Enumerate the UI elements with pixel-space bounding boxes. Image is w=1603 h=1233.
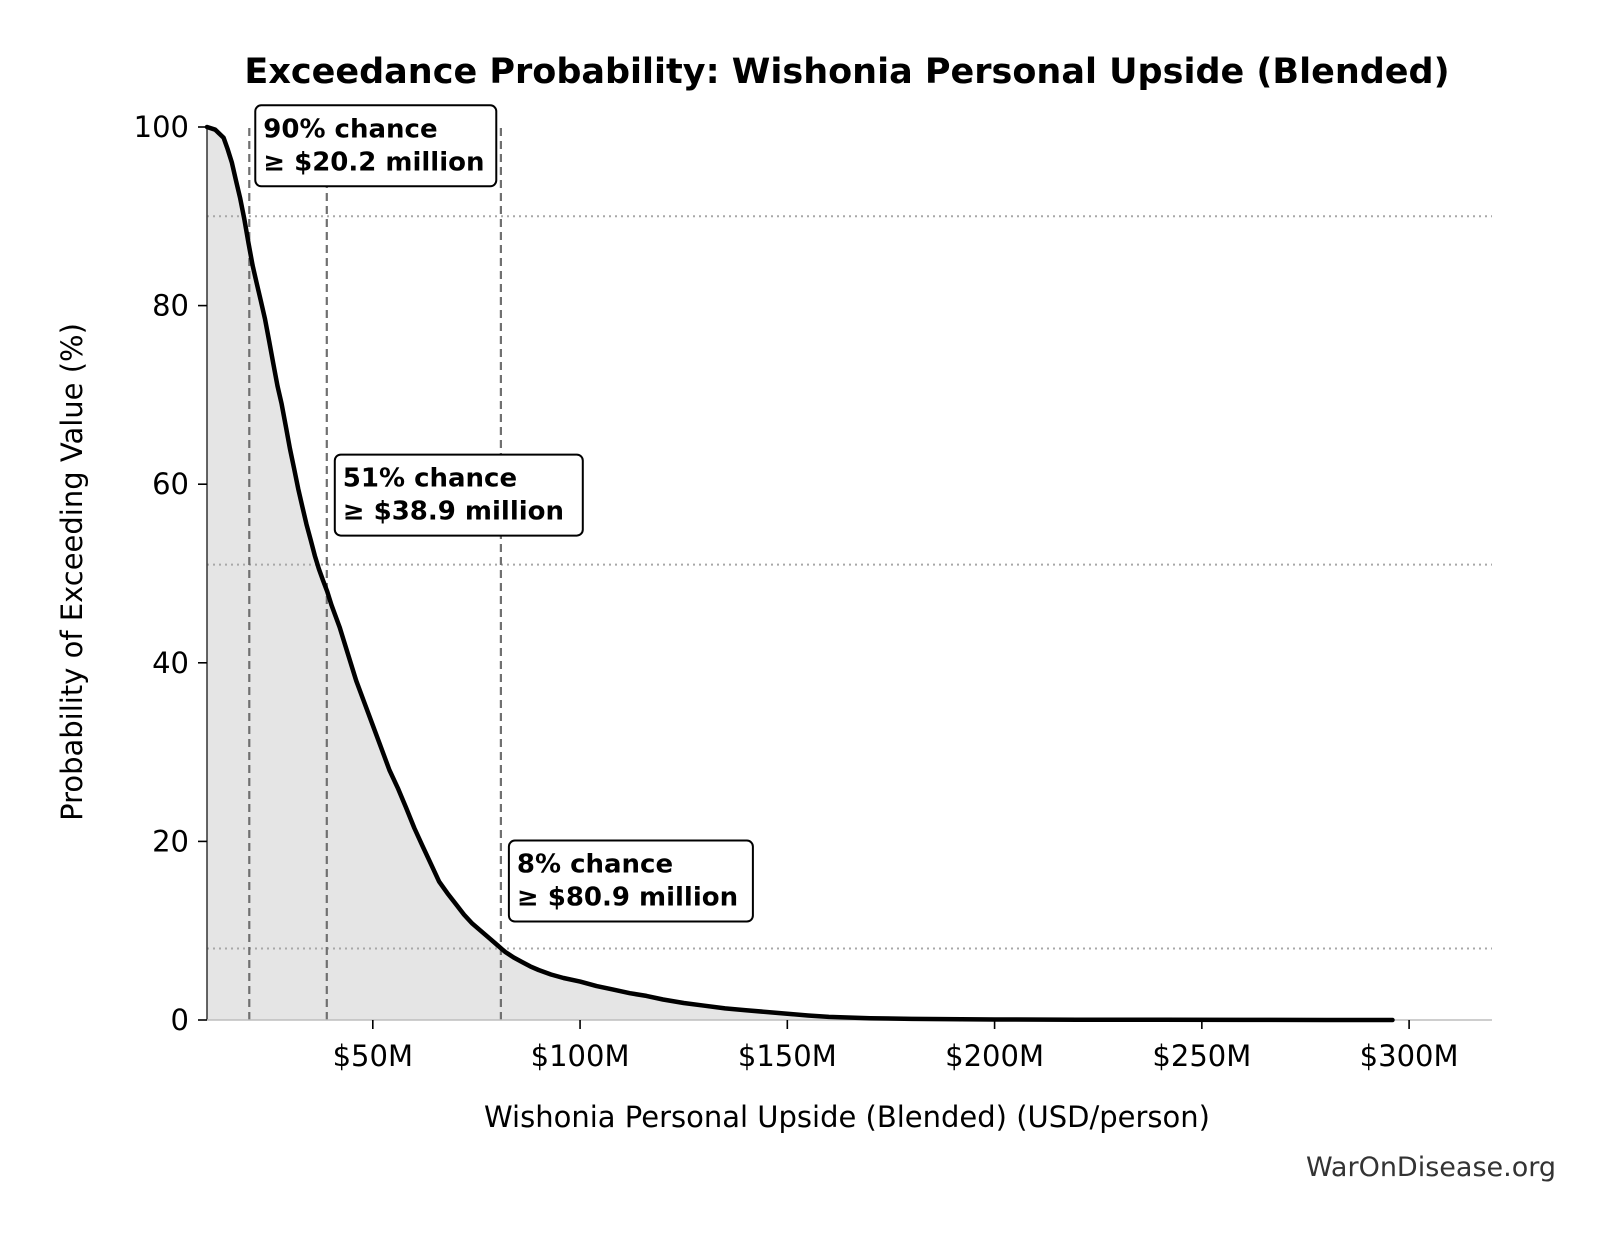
y-tick-label: 0: [171, 1003, 189, 1037]
annotation-chance-label: 51% chance: [343, 464, 517, 494]
annotation-box-1: [254, 104, 498, 188]
annotation-value-label: ≥ $80.9 million: [517, 883, 738, 913]
x-tick-label: $150M: [738, 1039, 837, 1073]
chart-title: Exceedance Probability: Wishonia Persona…: [244, 52, 1449, 92]
x-axis-label: Wishonia Personal Upside (Blended) (USD/…: [484, 1100, 1210, 1134]
y-tick-label: 40: [152, 646, 189, 680]
annotation-chance-label: 90% chance: [263, 114, 437, 144]
y-axis-label: Probability of Exceeding Value (%): [55, 323, 89, 821]
y-tick-label: 60: [152, 467, 189, 501]
x-tick-label: $50M: [333, 1039, 413, 1073]
annotation-chance-label: 8% chance: [517, 850, 673, 880]
y-tick-label: 100: [134, 110, 189, 144]
footer-credit: WarOnDisease.org: [1306, 1152, 1556, 1183]
annotation-value-label: ≥ $20.2 million: [263, 147, 484, 177]
y-tick-label: 20: [152, 824, 189, 858]
annotation-box-3: [507, 839, 754, 923]
exceedance-curve: [204, 124, 1395, 1023]
x-tick-label: $250M: [1152, 1039, 1251, 1073]
y-tick-label: 80: [152, 289, 189, 323]
x-tick-label: $100M: [531, 1039, 630, 1073]
area-fill: [207, 127, 1393, 1020]
x-tick-label: $200M: [945, 1039, 1044, 1073]
annotation-box-2: [333, 453, 584, 537]
x-tick-label: $300M: [1360, 1039, 1459, 1073]
annotation-value-label: ≥ $38.9 million: [343, 497, 564, 527]
